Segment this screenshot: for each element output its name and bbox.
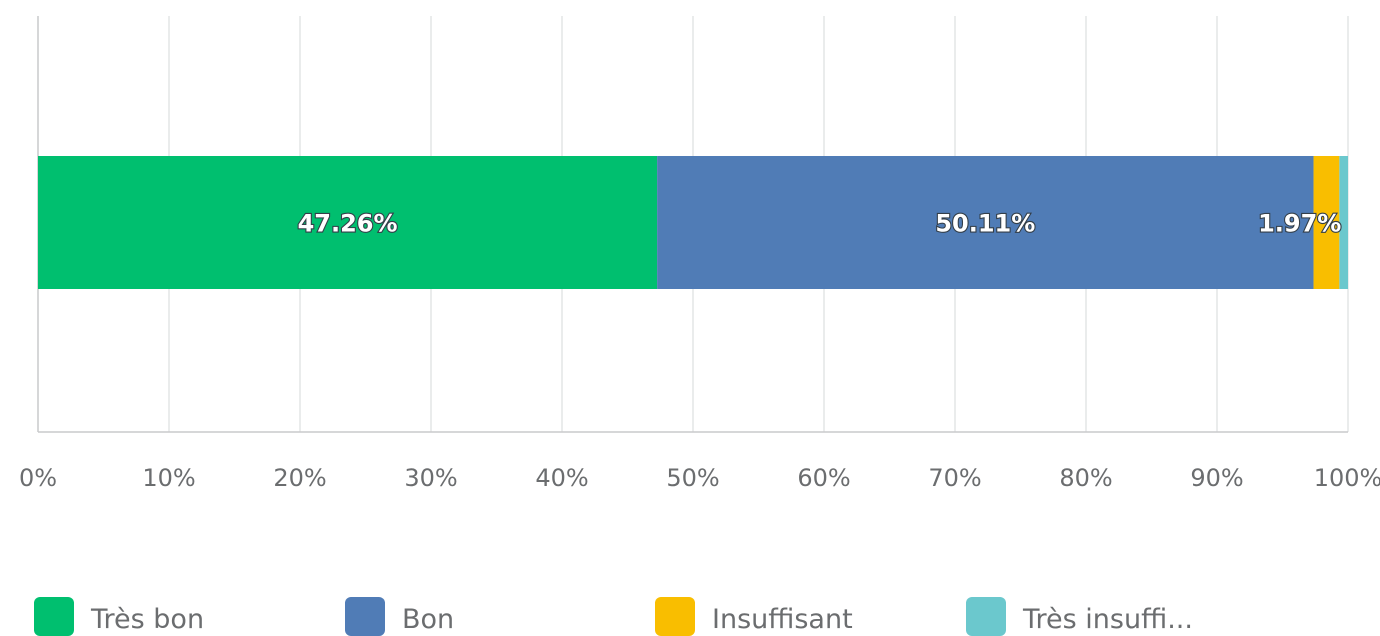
legend-label: Insuffisant	[712, 604, 853, 635]
data-label: 1.97%	[1258, 210, 1341, 238]
bar-layer: 47.26% 50.11% 1.97%	[38, 156, 1348, 289]
legend-item: Très insuffi...	[966, 597, 1193, 636]
legend-swatch	[34, 597, 74, 636]
legend-label: Très insuffi...	[1022, 604, 1193, 635]
legend-item: Insuffisant	[655, 597, 853, 636]
legend-label: Très bon	[90, 604, 204, 635]
legend-item: Bon	[345, 597, 454, 636]
legend-swatch	[345, 597, 385, 636]
x-tick-label: 60%	[797, 464, 850, 492]
bar-segment	[1313, 156, 1340, 289]
data-label: 47.26%	[298, 210, 398, 238]
bar-segment	[657, 156, 1314, 289]
x-tick-label: 90%	[1190, 464, 1243, 492]
data-label: 50.11%	[935, 210, 1035, 238]
x-tick-label: 40%	[535, 464, 588, 492]
x-tick-label: 100%	[1314, 464, 1380, 492]
x-tick-label: 10%	[142, 464, 195, 492]
x-tick-label: 20%	[273, 464, 326, 492]
x-tick-label: 50%	[666, 464, 719, 492]
x-tick-label: 80%	[1059, 464, 1112, 492]
bar-segment	[1339, 156, 1348, 289]
bar-segment	[38, 156, 658, 289]
x-tick-label: 30%	[404, 464, 457, 492]
axis-layer: 0% 10% 20% 30% 40% 50% 60% 70% 80% 90% 100%	[19, 431, 1380, 492]
legend-swatch	[966, 597, 1006, 636]
x-tick-label: 70%	[928, 464, 981, 492]
legend-layer: Très bon Bon Insuffisant Très insuffi...	[34, 597, 1193, 636]
legend-item: Très bon	[34, 597, 204, 636]
legend-label: Bon	[402, 604, 454, 635]
x-tick-label: 0%	[19, 464, 57, 492]
legend-swatch	[655, 597, 695, 636]
